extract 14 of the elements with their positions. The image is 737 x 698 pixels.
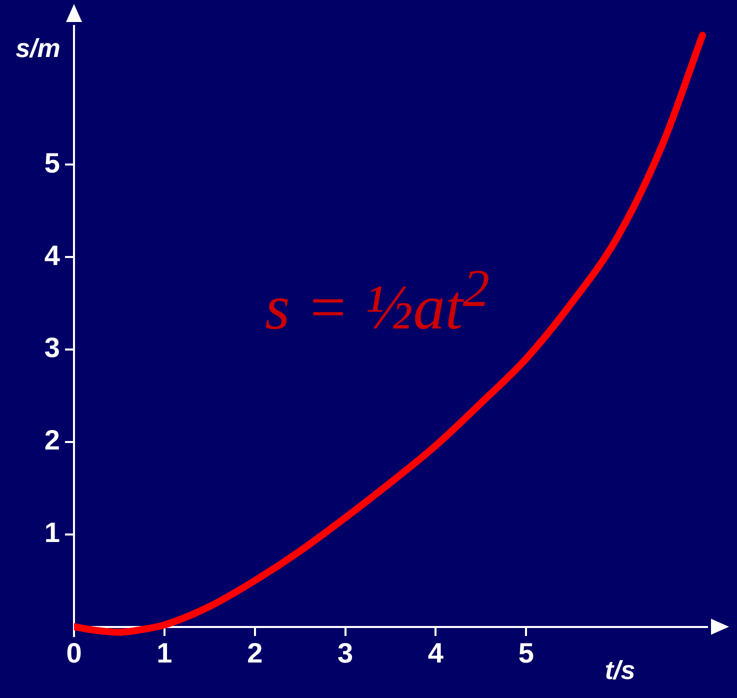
x-tick-label: 1 <box>156 637 172 668</box>
x-tick-label: 0 <box>66 637 82 668</box>
x-tick-label: 3 <box>337 637 354 668</box>
x-tick-label: 4 <box>428 637 444 668</box>
x-tick-label: 5 <box>518 637 534 668</box>
y-axis-title: s/m <box>16 33 60 64</box>
y-tick-label: 3 <box>44 332 60 364</box>
annotation: s = ½at$^{2}$ <box>265 258 490 342</box>
y-tick-label: 2 <box>44 424 60 456</box>
x-axis-title: t/s <box>604 655 636 686</box>
x-tick-label: 2 <box>247 637 263 668</box>
y-tick-label: 4 <box>44 240 60 271</box>
y-tick-label: 1 <box>44 517 60 548</box>
y-tick-label: 5 <box>44 147 60 178</box>
